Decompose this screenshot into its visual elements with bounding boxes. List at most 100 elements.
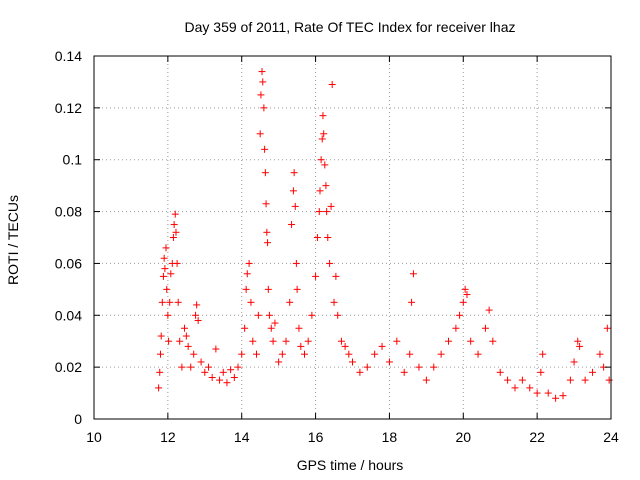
data-point xyxy=(312,272,320,280)
data-point xyxy=(316,187,324,195)
data-point xyxy=(157,332,165,340)
data-point xyxy=(158,298,166,306)
data-point xyxy=(262,200,270,208)
data-point xyxy=(291,202,299,210)
data-point xyxy=(256,130,264,138)
y-tick-label: 0.06 xyxy=(55,255,82,271)
data-point xyxy=(552,394,560,402)
y-tick-label: 0.14 xyxy=(55,48,82,64)
data-point xyxy=(164,311,172,319)
data-point xyxy=(156,350,164,358)
x-axis-label: GPS time / hours xyxy=(297,457,404,473)
data-point xyxy=(166,298,174,306)
x-tick-label: 12 xyxy=(160,429,176,445)
data-point xyxy=(238,350,246,358)
data-point xyxy=(275,358,283,366)
data-point xyxy=(282,337,290,345)
x-tick-label: 24 xyxy=(603,429,619,445)
data-point xyxy=(581,376,589,384)
data-point xyxy=(321,161,329,169)
data-point xyxy=(161,265,169,273)
data-point xyxy=(320,130,328,138)
data-point xyxy=(234,363,242,371)
data-point xyxy=(278,350,286,358)
data-point xyxy=(322,182,330,190)
data-point xyxy=(247,298,255,306)
data-point xyxy=(463,291,471,299)
data-point xyxy=(518,376,526,384)
data-point xyxy=(167,270,175,278)
data-point xyxy=(570,358,578,366)
data-point xyxy=(182,332,190,340)
data-point xyxy=(265,311,273,319)
data-point xyxy=(292,259,300,267)
data-point xyxy=(459,298,467,306)
data-point xyxy=(194,316,202,324)
data-point xyxy=(264,239,272,247)
y-axis-label: ROTI / TECUs xyxy=(5,195,21,285)
data-point xyxy=(319,112,327,120)
data-point xyxy=(162,244,170,252)
data-point xyxy=(481,324,489,332)
x-tick-label: 18 xyxy=(382,429,398,445)
data-point xyxy=(456,311,464,319)
data-point xyxy=(334,311,342,319)
data-point xyxy=(264,285,272,293)
data-point xyxy=(317,156,325,164)
x-tick-label: 22 xyxy=(529,429,545,445)
data-point xyxy=(337,337,345,345)
data-point xyxy=(605,376,613,384)
data-point xyxy=(467,337,475,345)
data-point xyxy=(252,350,260,358)
data-point xyxy=(192,311,200,319)
data-point xyxy=(332,272,340,280)
data-point xyxy=(169,234,177,241)
data-point xyxy=(163,285,171,293)
data-point xyxy=(363,363,371,371)
x-tick-labels: 10 12 14 16 18 20 22 24 xyxy=(86,429,619,445)
y-tick-label: 0.04 xyxy=(55,307,82,323)
data-point xyxy=(485,306,493,314)
data-point xyxy=(489,337,497,345)
data-point xyxy=(187,363,195,371)
data-point xyxy=(430,363,438,371)
data-point xyxy=(345,350,353,358)
data-point xyxy=(330,298,338,306)
data-point xyxy=(249,337,257,345)
data-point xyxy=(385,358,393,366)
data-point xyxy=(290,169,298,177)
data-point xyxy=(227,366,235,374)
data-point xyxy=(297,342,305,350)
data-point xyxy=(155,384,163,392)
y-tick-label: 0.08 xyxy=(55,204,82,220)
data-point xyxy=(258,68,266,76)
data-point xyxy=(409,270,417,278)
data-point xyxy=(261,145,269,153)
data-point xyxy=(178,363,186,371)
data-point xyxy=(271,319,279,327)
data-point xyxy=(204,363,212,371)
data-point xyxy=(160,254,168,262)
tick-marks xyxy=(93,55,612,420)
data-point xyxy=(174,298,182,306)
data-point xyxy=(212,345,220,353)
data-point xyxy=(300,350,308,358)
data-point xyxy=(260,104,268,112)
data-point xyxy=(324,234,332,241)
data-point xyxy=(603,324,611,332)
data-point xyxy=(400,368,408,376)
data-point xyxy=(156,368,164,376)
data-point xyxy=(496,368,504,376)
x-tick-label: 20 xyxy=(455,429,471,445)
data-point xyxy=(596,350,604,358)
data-point xyxy=(173,259,181,267)
gridlines xyxy=(94,56,611,419)
data-point xyxy=(241,324,249,332)
data-point xyxy=(408,298,416,306)
data-point xyxy=(180,324,188,332)
data-point xyxy=(263,228,271,236)
data-point xyxy=(243,270,251,278)
data-point xyxy=(170,221,178,229)
x-tick-label: 16 xyxy=(308,429,324,445)
